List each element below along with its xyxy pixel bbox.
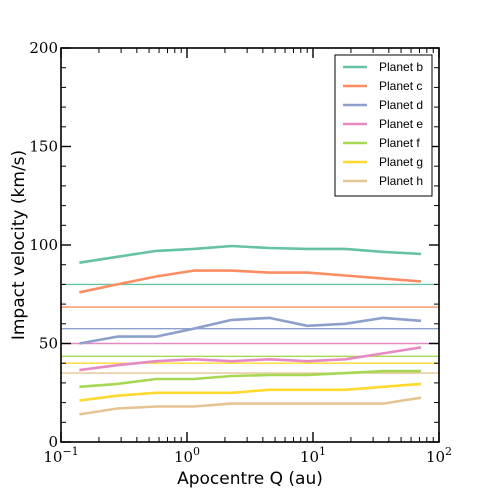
legend-box bbox=[334, 54, 433, 197]
y-tick-label: 50 bbox=[39, 335, 58, 353]
series-line-planet-g bbox=[79, 382, 422, 402]
x-tick-label: 101 bbox=[300, 445, 326, 466]
x-axis-label: Apocentre Q (au) bbox=[177, 469, 323, 489]
series-line-planet-b bbox=[79, 244, 422, 264]
legend-label-planet-c: Planet c bbox=[379, 79, 422, 93]
x-tick-label: 102 bbox=[426, 445, 452, 466]
y-tick-label: 150 bbox=[29, 138, 58, 156]
legend: Planet b Planet c Planet d Planet e Planet f… bbox=[334, 54, 433, 197]
series-line-planet-c bbox=[79, 269, 422, 294]
legend-label-planet-d: Planet d bbox=[379, 98, 423, 112]
legend-label-planet-f: Planet f bbox=[379, 136, 420, 150]
y-tick-label: 200 bbox=[29, 39, 58, 57]
reference-lines bbox=[61, 283, 439, 374]
legend-label-planet-h: Planet h bbox=[379, 174, 423, 188]
series-line-planet-h bbox=[79, 396, 422, 416]
y-axis-label: Impact velocity (km/s) bbox=[9, 150, 29, 340]
legend-label-planet-e: Planet e bbox=[379, 117, 423, 131]
legend-label-planet-b: Planet b bbox=[379, 60, 423, 74]
axis-ticks bbox=[60, 47, 440, 443]
series-line-planet-e bbox=[79, 346, 422, 372]
series-line-planet-f bbox=[79, 369, 421, 389]
series-lines bbox=[79, 244, 422, 416]
x-tick-label: 100 bbox=[174, 445, 200, 466]
y-tick-label: 0 bbox=[48, 433, 58, 451]
legend-label-planet-g: Planet g bbox=[379, 155, 423, 169]
y-tick-label: 100 bbox=[29, 236, 58, 254]
series-line-planet-d bbox=[79, 316, 422, 345]
x-tick-label: 10−1 bbox=[43, 445, 78, 466]
tick-labels: 10−1 100 101 102 0 50 100 150 200 bbox=[29, 39, 452, 466]
